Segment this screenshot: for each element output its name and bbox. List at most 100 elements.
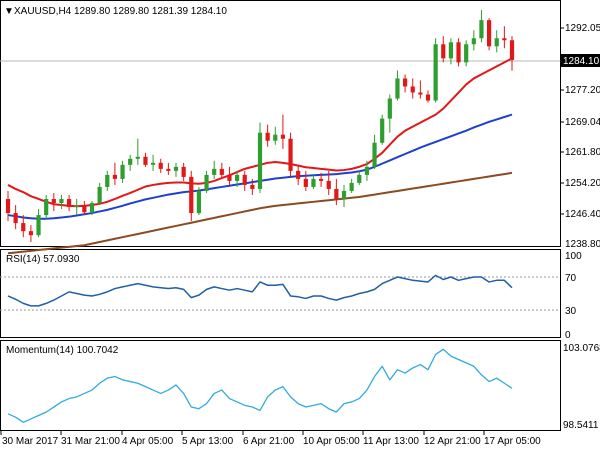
- candle-body: [341, 190, 347, 199]
- candle: [456, 38, 461, 67]
- candle: [13, 205, 18, 230]
- candle-body: [59, 198, 64, 204]
- candle-body: [494, 38, 499, 47]
- candle: [21, 215, 26, 238]
- rsi-tick: 70: [565, 273, 577, 284]
- candle: [441, 36, 446, 63]
- candle-body: [433, 44, 438, 101]
- candle-body: [471, 38, 476, 45]
- candle: [288, 132, 293, 177]
- rsi-title: RSI(14) 57.0930: [6, 254, 80, 265]
- candle-body: [273, 134, 278, 141]
- candle: [74, 198, 79, 216]
- candle: [227, 166, 232, 185]
- candle-body: [296, 170, 301, 179]
- candle-body: [326, 180, 331, 189]
- candle: [219, 162, 224, 179]
- candle: [212, 160, 217, 179]
- candle-body: [402, 78, 408, 87]
- current-price-label: 1284.10: [563, 56, 600, 67]
- candle-body: [257, 132, 263, 189]
- candle: [189, 170, 194, 222]
- candle: [59, 194, 64, 210]
- candle: [448, 38, 454, 65]
- price-tick: 1269.04: [565, 117, 600, 128]
- candle-body: [410, 86, 415, 93]
- ma-slow-path: [7, 171, 513, 255]
- candle: [135, 138, 140, 165]
- candle: [425, 90, 431, 103]
- candle-body: [36, 215, 41, 236]
- candle: [36, 209, 41, 238]
- candle: [28, 225, 34, 242]
- candle: [402, 74, 408, 93]
- candle-body: [334, 188, 339, 199]
- candle-body: [425, 94, 431, 101]
- candle-body: [166, 168, 171, 171]
- candle: [326, 170, 331, 195]
- candle: [181, 162, 186, 181]
- momentum-panel-frame: [0, 340, 561, 431]
- candle-body: [357, 174, 362, 183]
- candle-body: [456, 42, 461, 63]
- chart-toggle-icon[interactable]: ▼: [4, 6, 14, 17]
- candle-body: [387, 98, 392, 119]
- momentum-path: [7, 348, 513, 423]
- candle: [471, 30, 476, 51]
- candle: [349, 178, 354, 193]
- candle-body: [97, 186, 102, 204]
- candle: [479, 10, 484, 43]
- candle-body: [486, 20, 492, 47]
- candle-body: [380, 118, 385, 143]
- candle: [486, 18, 492, 51]
- candle-body: [28, 231, 34, 236]
- candle: [334, 178, 339, 206]
- candle-body: [143, 156, 148, 165]
- candle: [250, 178, 255, 195]
- momentum-line: [7, 348, 513, 423]
- candle: [280, 114, 286, 149]
- candle-body: [173, 166, 179, 171]
- candlesticks: [5, 10, 515, 242]
- candle: [234, 170, 240, 187]
- candle: [173, 162, 179, 177]
- candle-body: [82, 205, 87, 213]
- candle: [120, 160, 125, 183]
- candle: [166, 162, 171, 175]
- candle-body: [135, 156, 140, 159]
- price-tick: 1238.80: [565, 239, 600, 250]
- candle-body: [265, 132, 270, 141]
- candle: [51, 192, 56, 212]
- candle-body: [51, 198, 56, 204]
- candle-body: [158, 162, 163, 169]
- candle: [44, 194, 49, 220]
- rsi-tick: 30: [565, 306, 577, 317]
- candle: [89, 201, 95, 216]
- candle: [303, 170, 308, 191]
- candle-body: [219, 168, 224, 175]
- time-label: 17 Apr 05:00: [484, 436, 541, 447]
- candle-body: [120, 164, 125, 179]
- candle-body: [44, 198, 49, 216]
- price-tick: 1261.80: [565, 147, 600, 158]
- candle-body: [372, 142, 377, 167]
- rsi-path: [7, 274, 513, 307]
- candle-body: [479, 20, 484, 39]
- candle: [296, 164, 301, 185]
- rsi-panel-frame: [0, 249, 561, 338]
- rsi-tick: 100: [565, 251, 582, 262]
- candle-body: [66, 198, 72, 208]
- candle-body: [303, 178, 308, 187]
- candle-body: [105, 174, 110, 187]
- time-label: 30 Mar 2017: [2, 436, 59, 447]
- candle: [418, 80, 423, 99]
- current-price-label-bg: [561, 54, 600, 67]
- candle-body: [280, 134, 286, 139]
- candle-body: [196, 190, 202, 214]
- time-label: 10 Apr 05:00: [303, 436, 360, 447]
- candle: [387, 94, 392, 133]
- candle: [257, 122, 263, 193]
- candle: [433, 38, 438, 103]
- candle: [372, 134, 377, 169]
